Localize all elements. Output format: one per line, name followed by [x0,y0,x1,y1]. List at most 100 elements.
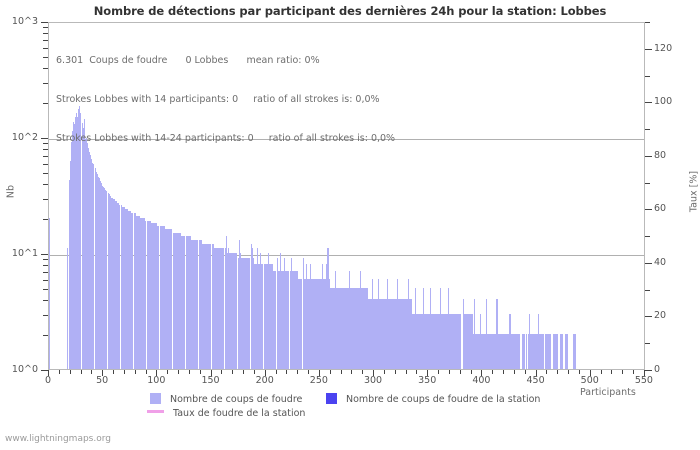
bar [77,117,79,369]
bar [248,258,250,369]
legend-item[interactable]: Nombre de coups de foudre de la station [326,393,540,405]
bar [187,236,189,369]
bar [263,264,265,369]
bar [280,270,282,369]
y-axis-tick-minor [43,149,48,151]
bar [99,180,101,369]
x-axis-tick-minor [221,370,223,374]
bar [326,264,328,369]
bar [356,287,358,369]
bar [264,264,266,369]
bar [115,201,117,369]
bar [138,215,140,369]
x-axis-tick-label: 150 [201,375,220,386]
bar [416,313,418,369]
bar [97,177,99,369]
bar [285,270,287,369]
bar [198,239,200,369]
x-axis-tick-minor [394,370,396,374]
bar [163,226,165,369]
bar [370,299,372,369]
bar [445,313,447,369]
bar [471,313,473,369]
bar [304,278,306,369]
bar [72,121,74,369]
bar [504,334,506,369]
bar [517,334,519,369]
bar [310,264,312,369]
bar [536,334,538,369]
y-axis-tick-minor [43,184,48,186]
bar [234,253,236,369]
bar [275,270,277,369]
bar [315,278,317,369]
bar [195,239,197,369]
x-axis-tick-minor [253,370,255,374]
bar [424,313,427,369]
x-axis-tick-minor [167,370,169,374]
bar [450,313,453,369]
bar [344,287,346,369]
bar [91,159,93,369]
bar [372,299,374,369]
bar [69,161,71,369]
y-axis-tick-label: 10^0 [11,364,38,375]
bar [397,299,399,369]
bar [175,232,177,369]
bar [472,334,474,369]
bar [384,299,386,369]
bar [518,334,520,369]
bar [374,299,376,369]
bar [244,258,246,369]
bar [385,299,387,369]
bar [266,264,268,369]
legend-item[interactable]: Taux de foudre de la station [147,408,305,419]
bar [297,270,299,369]
bar [440,287,442,369]
bar [502,334,505,369]
bar [137,215,139,369]
plot-area [48,22,645,370]
bar [292,270,294,369]
bar [121,206,123,369]
bar [88,148,90,369]
y-axis-tick-major [41,370,48,371]
y-axis-tick-major [41,138,48,139]
bar [332,287,334,369]
bar [114,199,116,369]
y-axis-tick-minor [43,288,48,290]
x-axis-tick-label: 500 [580,375,599,386]
y-axis-tick-minor [43,27,48,29]
bar [543,334,545,369]
bar [210,243,212,369]
bar [322,264,324,369]
bar [146,220,148,369]
bar [71,131,73,369]
y-axis-tick-major [41,254,48,255]
bar [358,287,360,369]
bar [109,196,111,369]
bar [150,223,152,369]
y2-axis-tick-major [645,370,652,371]
bar [537,313,539,369]
bar [377,299,379,369]
bar [404,299,406,369]
bar [206,243,208,369]
x-axis-tick-minor [568,370,570,374]
bar [514,334,516,369]
bar [487,334,489,369]
bar [317,278,319,369]
bar [265,264,267,369]
bar [299,278,301,369]
x-axis-label: Participants [580,387,636,398]
bar [365,287,367,369]
bar [252,258,254,369]
bar [307,278,309,369]
bar [418,313,420,369]
bar [392,299,394,369]
bar [106,191,108,369]
y2-axis-tick-label: 80 [654,149,667,161]
y2-axis-tick-minor [645,236,650,238]
bar [333,287,335,369]
legend-item[interactable]: Nombre de coups de foudre [150,393,302,405]
